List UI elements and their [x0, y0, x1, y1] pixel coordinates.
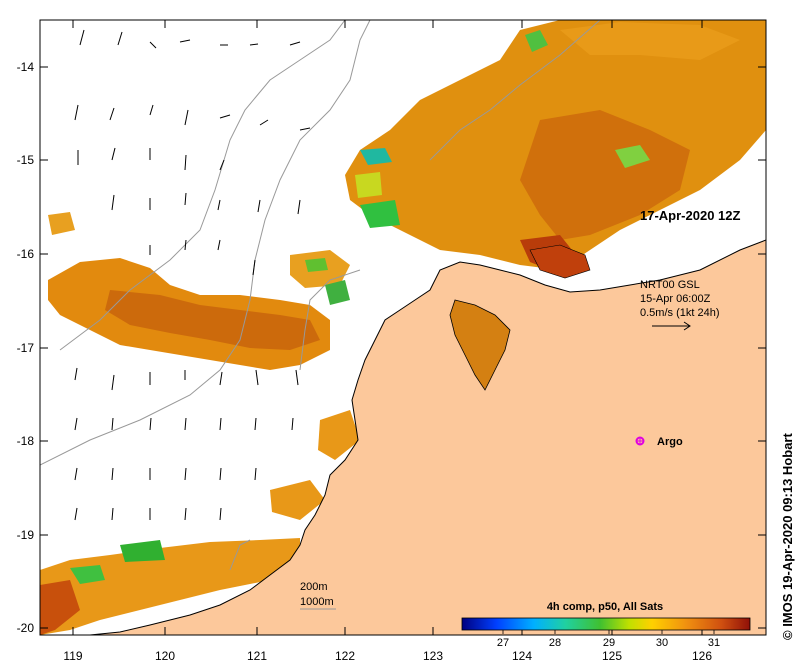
plot-frame [39, 19, 767, 636]
lon-tick-label: 120 [155, 649, 175, 663]
inlet-sst [449, 299, 511, 391]
lat-tick-label: -19 [17, 528, 35, 542]
lat-tick-label: -18 [17, 434, 35, 448]
lat-tick-label: -14 [17, 60, 35, 74]
argo-label: Argo [657, 436, 683, 448]
wind-key-line3: 0.5m/s (1kt 24h) [640, 307, 719, 319]
colorbar-ticks [502, 630, 715, 634]
lon-tick-label: 125 [602, 649, 622, 663]
lat-tick-label: -16 [17, 247, 35, 261]
isobath-legend-1000m: 1000m [300, 596, 334, 608]
lat-tick-label: -17 [17, 341, 35, 355]
lon-tick-label: 126 [692, 649, 712, 663]
bay-sst [529, 244, 591, 279]
wind-key-line1: NRT00 GSL [640, 279, 700, 291]
axis-ticks [40, 20, 766, 635]
colorbar-tick-label: 29 [603, 637, 615, 649]
credit-text: © IMOS 19-Apr-2020 09:13 Hobart [780, 433, 795, 640]
lon-tick-label: 119 [63, 649, 82, 663]
wind-key-line2: 15-Apr 06:00Z [640, 293, 711, 305]
timestamp-label: 17-Apr-2020 12Z [640, 208, 740, 223]
lat-tick-label: -20 [17, 621, 35, 635]
colorbar-tick-label: 31 [708, 637, 720, 649]
isobath-legend-200m: 200m [300, 581, 328, 593]
wind-key-arrow-icon [652, 321, 691, 331]
colorbar-tick-label: 28 [549, 637, 561, 649]
wind-vectors [74, 29, 311, 521]
colorbar-title: 4h comp, p50, All Sats [547, 601, 663, 613]
lon-tick-label: 124 [512, 649, 532, 663]
land-mass [89, 239, 766, 635]
sst-field [40, 20, 766, 635]
lon-tick-label: 122 [335, 649, 355, 663]
lat-tick-label: -15 [17, 153, 35, 167]
colorbar-tick-label: 30 [656, 637, 668, 649]
colorbar-tick-label: 27 [497, 637, 509, 649]
colorbar [461, 617, 751, 631]
lon-tick-label: 121 [247, 649, 267, 663]
argo-marker-icon [635, 436, 645, 446]
lon-tick-label: 123 [423, 649, 443, 663]
